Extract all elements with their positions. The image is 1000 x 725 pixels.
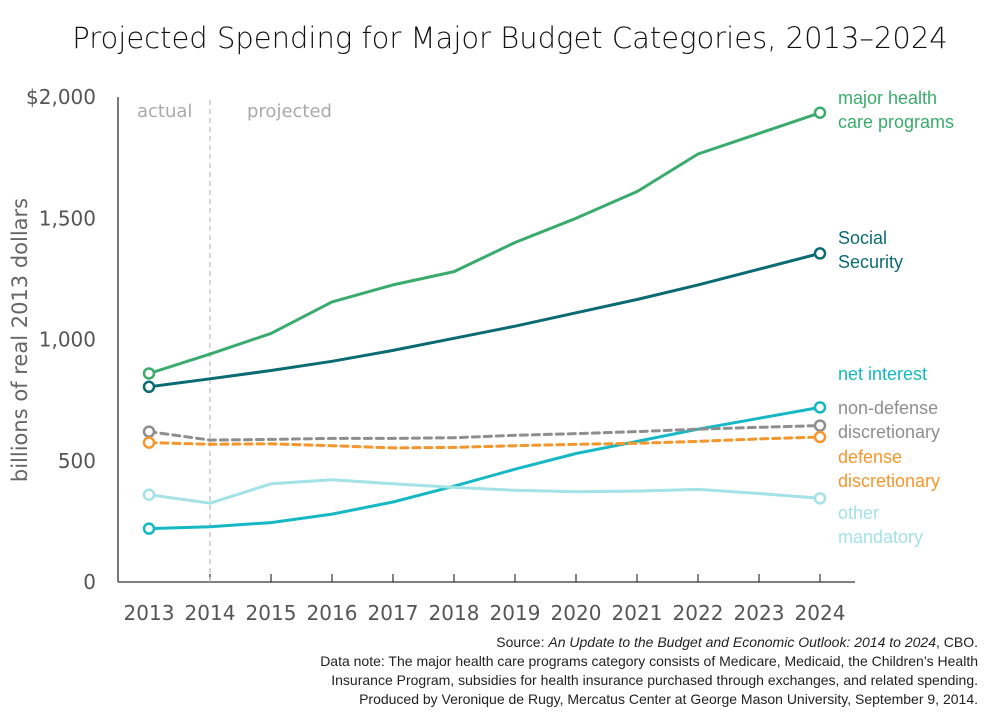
series-layer [142,106,827,535]
y-axis-label: billions of real 2013 dollars [8,198,32,482]
series-defense-discretionary [142,430,827,450]
source-citation: Source: An Update to the Budget and Econ… [496,634,978,650]
x-tick-label: 2019 [490,601,541,625]
series-label-defense-discretionary: defense discretionary [838,447,940,491]
series-net-interest [142,401,827,535]
series-label-line: other [838,503,879,523]
series-endpoint-marker [813,106,827,120]
series-endpoint-marker [813,247,827,260]
series-label-line: net interest [838,364,927,384]
series-line-net-interest [147,405,822,531]
region-labels: actual projected [137,101,332,122]
actual-region-label: actual [137,101,192,122]
series-endpoint-marker [813,401,827,414]
series-endpoint-marker [142,367,156,380]
series-endpoint-marker [142,488,156,501]
projected-region-label: projected [247,101,332,122]
series-endpoint-marker [813,419,827,432]
x-tick-label: 2022 [673,601,724,625]
source-note: Source: An Update to the Budget and Econ… [218,633,978,709]
chart-title: Projected Spending for Major Budget Cate… [72,21,947,55]
series-line-defense-discretionary [147,435,822,450]
series-label-non-defense-discretionary: non-defense discretionary [838,398,940,442]
produced-by-note: Produced by Veronique de Rugy, Mercatus … [359,691,978,707]
series-label-net-interest: net interest [838,364,927,384]
series-endpoint-marker [142,436,156,449]
x-tick-label: 2020 [551,601,602,625]
x-tick-label: 2017 [368,601,419,625]
source-report-title: An Update to the Budget and Economic Out… [548,634,936,650]
series-endpoint-marker [142,380,156,394]
series-endpoint-marker [813,430,827,444]
series-label-line: major health [838,88,937,108]
series-major-health-care-programs [142,106,827,380]
x-tick-label: 2013 [124,601,175,625]
series-endpoint-marker [813,492,827,505]
x-tick-label: 2024 [795,601,846,625]
series-labels: major health care programs Social Security n… [838,88,954,547]
x-tick-label: 2016 [307,601,358,625]
x-tick-label: 2015 [246,601,297,625]
series-label-line: discretionary [838,471,940,491]
x-tick-label: 2021 [612,601,663,625]
series-other-mandatory [142,478,827,505]
series-label-other-mandatory: other mandatory [838,503,923,547]
series-label-line: mandatory [838,527,923,547]
series-line-major-health-care-programs [147,111,822,375]
series-line-non-defense-discretionary [147,424,822,442]
x-tick-label: 2018 [429,601,480,625]
y-tick-label: 500 [58,449,96,473]
series-label-social-security: Social Security [838,228,903,272]
y-tick-label: 1,500 [39,206,96,230]
series-endpoint-marker [142,522,156,535]
data-note-line-1: Data note: The major health care program… [320,653,978,669]
series-label-line: Social [838,228,887,248]
x-tick-label: 2023 [734,601,785,625]
y-tick-label: 0 [83,570,96,594]
series-line-social-security [147,251,822,389]
x-tick-label: 2014 [185,601,236,625]
y-tick-label: $2,000 [26,85,96,109]
series-label-line: non-defense [838,398,938,418]
axes: 0 500 1,000 1,500 $2,000 2013 2014 2015 2016 2017… [26,85,855,625]
series-non-defense-discretionary [142,419,827,442]
data-note-line-2: Insurance Program, subsidies for health … [331,672,978,688]
series-label-line: care programs [838,112,954,132]
series-social-security [142,247,827,394]
series-line-other-mandatory [147,478,822,505]
series-label-major-health-care-programs: major health care programs [838,88,954,132]
series-label-line: discretionary [838,422,940,442]
y-tick-label: 1,000 [39,328,96,352]
series-label-line: defense [838,447,902,467]
series-endpoint-marker [142,425,156,438]
series-label-line: Security [838,252,903,272]
